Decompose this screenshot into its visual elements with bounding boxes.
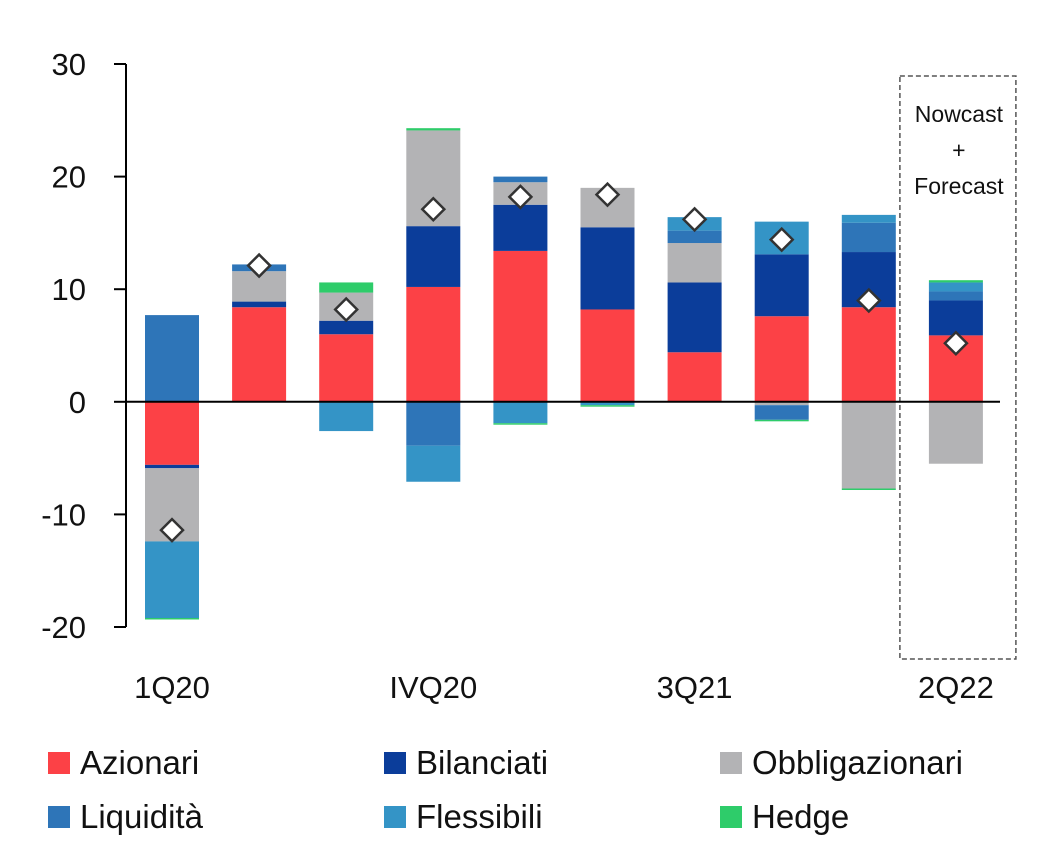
bar-azionari-ivq20 <box>406 286 461 402</box>
bar-hedge-3q20 <box>319 282 374 293</box>
bar-obbligazionari-1q22 <box>841 401 896 489</box>
y-ticks: 30 20 10 0 -10 -20 <box>41 47 126 645</box>
bar-azionari-3q21 <box>667 352 722 402</box>
legend-item-bilanciati: Bilanciati <box>384 742 720 784</box>
legend-item-obbligazionari: Obbligazionari <box>720 742 1040 784</box>
legend-swatch <box>48 752 70 774</box>
total-marker-4q21 <box>768 226 795 253</box>
bar-hedge-ivq20 <box>406 128 461 131</box>
annotation-line: Nowcast <box>915 101 1004 127</box>
legend-swatch <box>720 806 742 828</box>
total-marker-ivq20 <box>420 196 447 223</box>
bar-bilanciati-1q21 <box>493 204 548 251</box>
bar-obbligazionari-2q22 <box>928 401 983 464</box>
total-marker-3q20 <box>333 296 359 323</box>
chart: 30 20 10 0 -10 -20 1Q20 IVQ20 3Q21 2Q22 Nowcast +… <box>41 47 1017 705</box>
x-tick-label: IVQ20 <box>389 670 477 705</box>
bar-hedge-4q21 <box>754 419 809 422</box>
bar-azionari-2q20 <box>232 307 287 402</box>
total-marker-1q22 <box>856 287 882 314</box>
forecast-dashed-box <box>899 75 1017 660</box>
annotation-line: + <box>952 137 965 163</box>
legend-label: Bilanciati <box>416 744 549 781</box>
x-tick-label: 1Q20 <box>134 670 210 705</box>
annotation-line: Forecast <box>914 173 1004 199</box>
legend-item-flessibili: Flessibili <box>384 796 720 838</box>
legend-swatch <box>720 752 742 774</box>
bar-bilanciati-2q22 <box>928 300 983 336</box>
bar-flessibili-1q20 <box>145 541 199 618</box>
bar-bilanciati-4q21 <box>754 254 809 317</box>
bar-azionari-2q21 <box>580 309 635 402</box>
bar-bilanciati-2q21 <box>580 227 635 310</box>
legend: Azionari Bilanciati Obbligazionari Liquidit… <box>48 742 1038 838</box>
bar-bilanciati-3q20 <box>319 320 374 335</box>
bar-flessibili-ivq20 <box>406 445 461 482</box>
bar-bilanciati-3q21 <box>667 282 722 353</box>
bar-azionari-1q20 <box>145 401 199 465</box>
legend-label: Azionari <box>80 744 200 781</box>
bar-hedge-1q21 <box>493 423 548 425</box>
legend-label: Flessibili <box>416 798 543 835</box>
bar-hedge-2q21 <box>580 405 635 407</box>
y-tick-label: 10 <box>52 272 86 307</box>
bar-liquidit-1q20 <box>145 315 199 402</box>
bar-hedge-1q22 <box>841 488 896 491</box>
legend-swatch <box>48 806 70 828</box>
total-marker-2q21 <box>594 181 621 208</box>
total-marker-2q22 <box>943 330 969 357</box>
forecast-box <box>899 75 1017 660</box>
x-ticks: 1Q20 IVQ20 3Q21 2Q22 <box>134 670 994 705</box>
bar-flessibili-1q22 <box>841 214 896 223</box>
total-marker-1q20 <box>159 517 185 543</box>
bar-azionari-3q20 <box>319 334 374 402</box>
legend-label: Liquidità <box>80 798 203 835</box>
legend-item-azionari: Azionari <box>48 742 384 784</box>
bar-hedge-2q22 <box>928 280 983 283</box>
forecast-annotation: Nowcast + Forecast <box>914 101 1004 199</box>
y-tick-label: 30 <box>52 47 86 82</box>
bar-liquidit-2q22 <box>928 291 983 301</box>
bar-hedge-1q20 <box>145 617 199 620</box>
bar-azionari-4q21 <box>754 316 809 402</box>
bar-azionari-1q22 <box>841 307 896 402</box>
bar-flessibili-2q21 <box>580 401 635 406</box>
bar-liquidit-ivq20 <box>406 401 461 446</box>
bars-layer <box>145 128 983 620</box>
bar-liquidit-1q21 <box>493 176 548 183</box>
y-tick-label: -10 <box>41 497 86 532</box>
bar-liquidit-4q21 <box>754 405 809 420</box>
bar-bilanciati-ivq20 <box>406 226 461 287</box>
legend-item-hedge: Hedge <box>720 796 1040 838</box>
y-tick-label: -20 <box>41 610 86 645</box>
y-tick-label: 20 <box>52 160 86 195</box>
bar-obbligazionari-3q21 <box>667 243 722 283</box>
bar-flessibili-1q21 <box>493 401 548 424</box>
bar-liquidit-1q22 <box>841 222 896 253</box>
legend-swatch <box>384 752 406 774</box>
bar-bilanciati-1q20 <box>145 464 199 469</box>
legend-swatch <box>384 806 406 828</box>
bar-azionari-1q21 <box>493 250 548 402</box>
total-markers <box>159 181 969 543</box>
bar-flessibili-3q20 <box>319 401 374 432</box>
x-tick-label: 2Q22 <box>918 670 994 705</box>
total-marker-2q20 <box>246 252 272 279</box>
x-tick-label: 3Q21 <box>657 670 733 705</box>
total-marker-3q21 <box>681 206 708 233</box>
legend-label: Obbligazionari <box>752 744 963 781</box>
bar-obbligazionari-4q21 <box>754 401 809 406</box>
bar-bilanciati-2q20 <box>232 301 287 308</box>
bar-flessibili-2q22 <box>928 282 983 292</box>
y-tick-label: 0 <box>69 385 86 420</box>
legend-item-liquidit: Liquidità <box>48 796 384 838</box>
bar-liquidit-3q21 <box>667 230 722 244</box>
total-marker-1q21 <box>507 184 534 210</box>
legend-label: Hedge <box>752 798 850 835</box>
